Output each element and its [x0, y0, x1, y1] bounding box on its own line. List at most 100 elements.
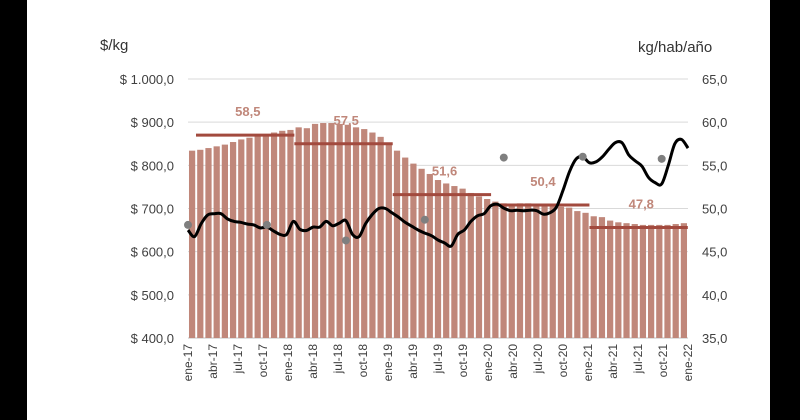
bar [328, 123, 335, 338]
bar [492, 201, 499, 338]
x-axis: ene-17 abr-17 jul-17 oct-17 ene-18 abr-18 jul-… [181, 344, 695, 382]
x-tick-label: abr-18 [306, 344, 320, 379]
bar [516, 203, 524, 338]
bar [221, 144, 228, 338]
bar [344, 124, 351, 338]
y-left-tick-label: $ 900,0 [131, 115, 174, 130]
bar [188, 150, 196, 338]
bar [672, 224, 679, 338]
x-tick-label: abr-19 [406, 344, 420, 379]
dot-marker [341, 236, 350, 245]
bar [369, 132, 376, 338]
x-tick-label: ene-18 [281, 344, 295, 382]
bar [385, 143, 392, 338]
y-left-tick-label: $ 600,0 [131, 245, 174, 260]
bar [574, 211, 581, 338]
bar [213, 146, 220, 338]
bar [246, 137, 253, 338]
dot-marker [578, 152, 587, 161]
x-tick-label: jul-19 [431, 344, 445, 375]
bar [582, 212, 589, 338]
bar [680, 223, 688, 338]
y-right-tick-label: 45,0 [702, 245, 727, 260]
y-axis-left-title: $/kg [100, 37, 128, 54]
bar [238, 139, 245, 338]
bar [566, 207, 573, 338]
bar [254, 135, 261, 338]
bar [508, 204, 515, 338]
y-right-tick-label: 55,0 [702, 158, 727, 173]
chart-frame: 58,5 57,5 51,6 50,4 47,8 $ 400,0 $ 500,0 $ 600… [27, 0, 770, 420]
bar [336, 123, 343, 338]
bar [467, 192, 474, 338]
y-left-tick-label: $ 1.000,0 [120, 72, 174, 87]
average-label: 47,8 [629, 196, 654, 211]
bar [229, 142, 237, 338]
dot-marker [184, 220, 192, 229]
y-right-tick-label: 50,0 [702, 202, 727, 217]
bar [303, 128, 310, 338]
bar [262, 134, 269, 338]
bar [541, 204, 548, 338]
bar [426, 173, 433, 338]
average-label: 51,6 [432, 164, 457, 179]
x-tick-label: jul-20 [531, 344, 545, 375]
price-line [186, 137, 690, 248]
bar [197, 149, 204, 338]
x-tick-label: jul-17 [231, 344, 245, 375]
y-axis-left: $ 400,0 $ 500,0 $ 600,0 $ 700,0 $ 800,0 $ 900… [120, 72, 174, 346]
bar [451, 186, 458, 338]
average-annotations: 58,5 57,5 51,6 50,4 47,8 [235, 104, 654, 211]
y-left-tick-label: $ 500,0 [131, 288, 174, 303]
bar [287, 129, 294, 338]
x-tick-label: abr-17 [206, 344, 220, 379]
bar [443, 183, 450, 338]
y-right-tick-label: 60,0 [702, 115, 727, 130]
dot-marker [657, 154, 666, 163]
y-left-tick-label: $ 400,0 [131, 331, 174, 346]
x-tick-label: abr-21 [606, 344, 620, 379]
bar [418, 168, 425, 338]
average-lines [196, 133, 688, 229]
bar [475, 196, 483, 338]
bar [664, 224, 671, 338]
bar [393, 150, 401, 338]
y-right-tick-label: 35,0 [702, 331, 727, 346]
bar [525, 203, 532, 338]
bar [500, 203, 507, 338]
x-tick-label: oct-21 [656, 344, 670, 378]
y-left-tick-label: $ 700,0 [131, 202, 174, 217]
bar [590, 216, 597, 338]
y-right-tick-label: 65,0 [702, 72, 727, 87]
bar [295, 127, 302, 338]
x-tick-label: oct-17 [256, 344, 270, 378]
y-right-tick-label: 40,0 [702, 288, 727, 303]
x-tick-label: ene-22 [681, 344, 695, 382]
bar [410, 163, 417, 338]
bar [311, 123, 319, 338]
bar [205, 148, 212, 338]
dot-markers [184, 152, 666, 245]
bar [656, 224, 663, 338]
bar [623, 223, 630, 338]
bar [352, 127, 360, 338]
x-tick-label: ene-19 [381, 344, 395, 382]
bar [484, 199, 491, 338]
x-tick-label: abr-20 [506, 344, 520, 379]
bar [557, 206, 565, 338]
x-tick-label: ene-20 [481, 344, 495, 382]
bar [631, 224, 638, 338]
bar [361, 129, 368, 338]
x-tick-label: jul-18 [331, 344, 345, 375]
bar [533, 205, 540, 338]
dot-marker [499, 153, 508, 162]
x-tick-label: oct-20 [556, 344, 570, 378]
bar [598, 217, 606, 338]
bar [607, 220, 614, 338]
average-label: 58,5 [235, 104, 260, 119]
x-tick-label: ene-17 [181, 344, 195, 382]
bar [270, 132, 278, 338]
dot-marker [420, 215, 429, 224]
x-tick-label: oct-19 [456, 344, 470, 378]
y-axis-right-title: kg/hab/año [638, 39, 712, 56]
